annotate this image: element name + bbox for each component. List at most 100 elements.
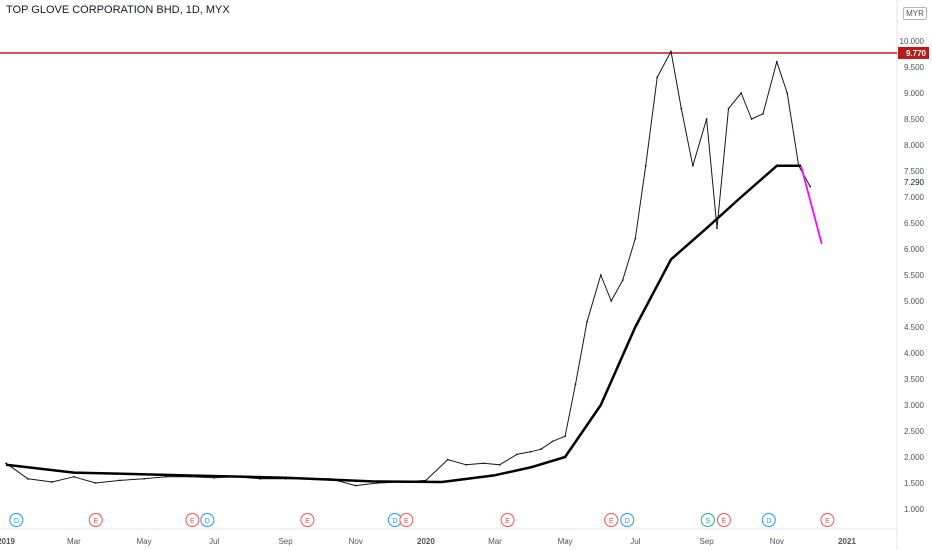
price-line-point	[786, 92, 789, 94]
x-tick-label: Sep	[278, 537, 293, 546]
event-marker[interactable]: E	[88, 513, 103, 527]
y-tick-label: 7.500	[904, 167, 925, 176]
event-marker-circle	[620, 513, 635, 527]
price-line-point	[94, 482, 97, 484]
event-marker[interactable]: D	[9, 513, 24, 527]
event-marker[interactable]: E	[716, 513, 731, 527]
x-tick-label: May	[558, 537, 573, 546]
y-tick-label: 3.500	[904, 375, 925, 384]
y-tick-label: 6.000	[904, 245, 925, 254]
resistance-price-tag	[898, 46, 929, 59]
price-line-point	[644, 164, 647, 167]
price-line-point	[465, 463, 468, 466]
x-tick-label: 2019	[0, 537, 15, 546]
event-marker[interactable]: E	[399, 513, 414, 527]
price-line-point	[118, 479, 121, 482]
y-tick-label: 2.500	[904, 427, 925, 436]
event-marker-letter: D	[205, 518, 210, 525]
price-line-point	[634, 237, 637, 240]
price-line-point	[72, 475, 75, 478]
event-marker-circle	[300, 513, 315, 527]
event-marker[interactable]: D	[761, 513, 776, 527]
event-marker-circle	[761, 513, 776, 527]
price-line-point	[716, 227, 718, 230]
x-tick-label: Sep	[700, 537, 715, 546]
moving-average-line	[5, 164, 801, 484]
x-tick-label: May	[136, 537, 151, 546]
event-marker[interactable]: E	[500, 513, 515, 527]
price-line-point	[213, 476, 216, 479]
price-line-point	[775, 60, 778, 63]
event-marker-letter: D	[14, 518, 19, 525]
price-line-point	[586, 320, 588, 323]
y-tick-label: 10.000	[900, 37, 925, 46]
price-line-point	[551, 440, 554, 443]
price-line-point	[354, 484, 357, 487]
price-line-point	[564, 435, 567, 438]
event-marker-letter: D	[392, 518, 397, 525]
event-marker-letter: D	[766, 518, 771, 525]
event-marker-letter: E	[505, 518, 510, 525]
price-line-point	[621, 279, 624, 282]
price-line-point	[705, 118, 708, 120]
price-line-point	[482, 462, 485, 465]
y-tick-label: 9.500	[904, 63, 925, 72]
price-line-point	[750, 118, 753, 120]
event-marker-circle	[88, 513, 103, 527]
price-line-point	[680, 107, 683, 110]
x-tick-label: 2020	[417, 537, 435, 546]
event-marker-circle	[9, 513, 24, 527]
price-line-point	[51, 481, 53, 483]
x-tick-label: Mar	[67, 537, 81, 546]
y-tick-label: 5.000	[904, 297, 925, 306]
y-tick-label: 6.500	[904, 219, 925, 228]
price-line	[5, 50, 811, 487]
price-line-point	[762, 112, 764, 115]
price-line-point	[727, 107, 730, 110]
currency-badge[interactable]: MYR	[903, 7, 927, 20]
event-marker-circle	[200, 513, 215, 527]
price-line-point	[599, 274, 602, 276]
price-line-point	[691, 164, 694, 167]
y-tick-label: 9.000	[904, 89, 925, 98]
x-tick-label: Nov	[349, 537, 363, 546]
x-tick-label: Jul	[630, 537, 640, 546]
event-marker[interactable]: E	[185, 513, 200, 527]
last-price-label: 7.290	[904, 178, 925, 187]
resistance-price-label: 9.770	[906, 49, 927, 58]
event-marker-letter: S	[705, 518, 710, 525]
price-line-point	[540, 448, 542, 451]
x-tick-label: Mar	[488, 537, 502, 546]
event-marker[interactable]: D	[200, 513, 215, 527]
y-tick-label: 2.000	[904, 453, 925, 462]
y-tick-label: 1.000	[904, 505, 925, 514]
event-marker-letter: E	[609, 518, 614, 525]
event-marker[interactable]: E	[300, 513, 315, 527]
event-marker[interactable]: E	[820, 513, 835, 527]
price-line-point	[26, 477, 29, 480]
x-tick-label: Nov	[770, 537, 784, 546]
event-marker[interactable]: S	[700, 513, 715, 527]
event-marker-letter: E	[190, 518, 195, 525]
x-tick-label: Jul	[209, 537, 219, 546]
price-line-point	[574, 383, 577, 386]
price-line-point	[143, 477, 145, 480]
price-line-point	[656, 76, 659, 79]
event-marker-circle	[820, 513, 835, 527]
price-line-point	[740, 92, 743, 94]
y-tick-label: 8.500	[904, 115, 925, 124]
price-line-point	[165, 475, 167, 478]
y-tick-label: 5.500	[904, 271, 925, 280]
chart-title: TOP GLOVE CORPORATION BHD, 1D, MYX	[6, 4, 230, 16]
event-marker[interactable]: E	[604, 513, 619, 527]
y-tick-label: 4.500	[904, 323, 925, 332]
event-marker-circle	[185, 513, 200, 527]
event-marker[interactable]: D	[620, 513, 635, 527]
price-line-point	[446, 458, 449, 461]
y-tick-label: 1.500	[904, 479, 925, 488]
y-tick-label: 3.000	[904, 401, 925, 410]
last-price-tag	[898, 175, 929, 188]
y-tick-label: 7.000	[904, 193, 925, 202]
